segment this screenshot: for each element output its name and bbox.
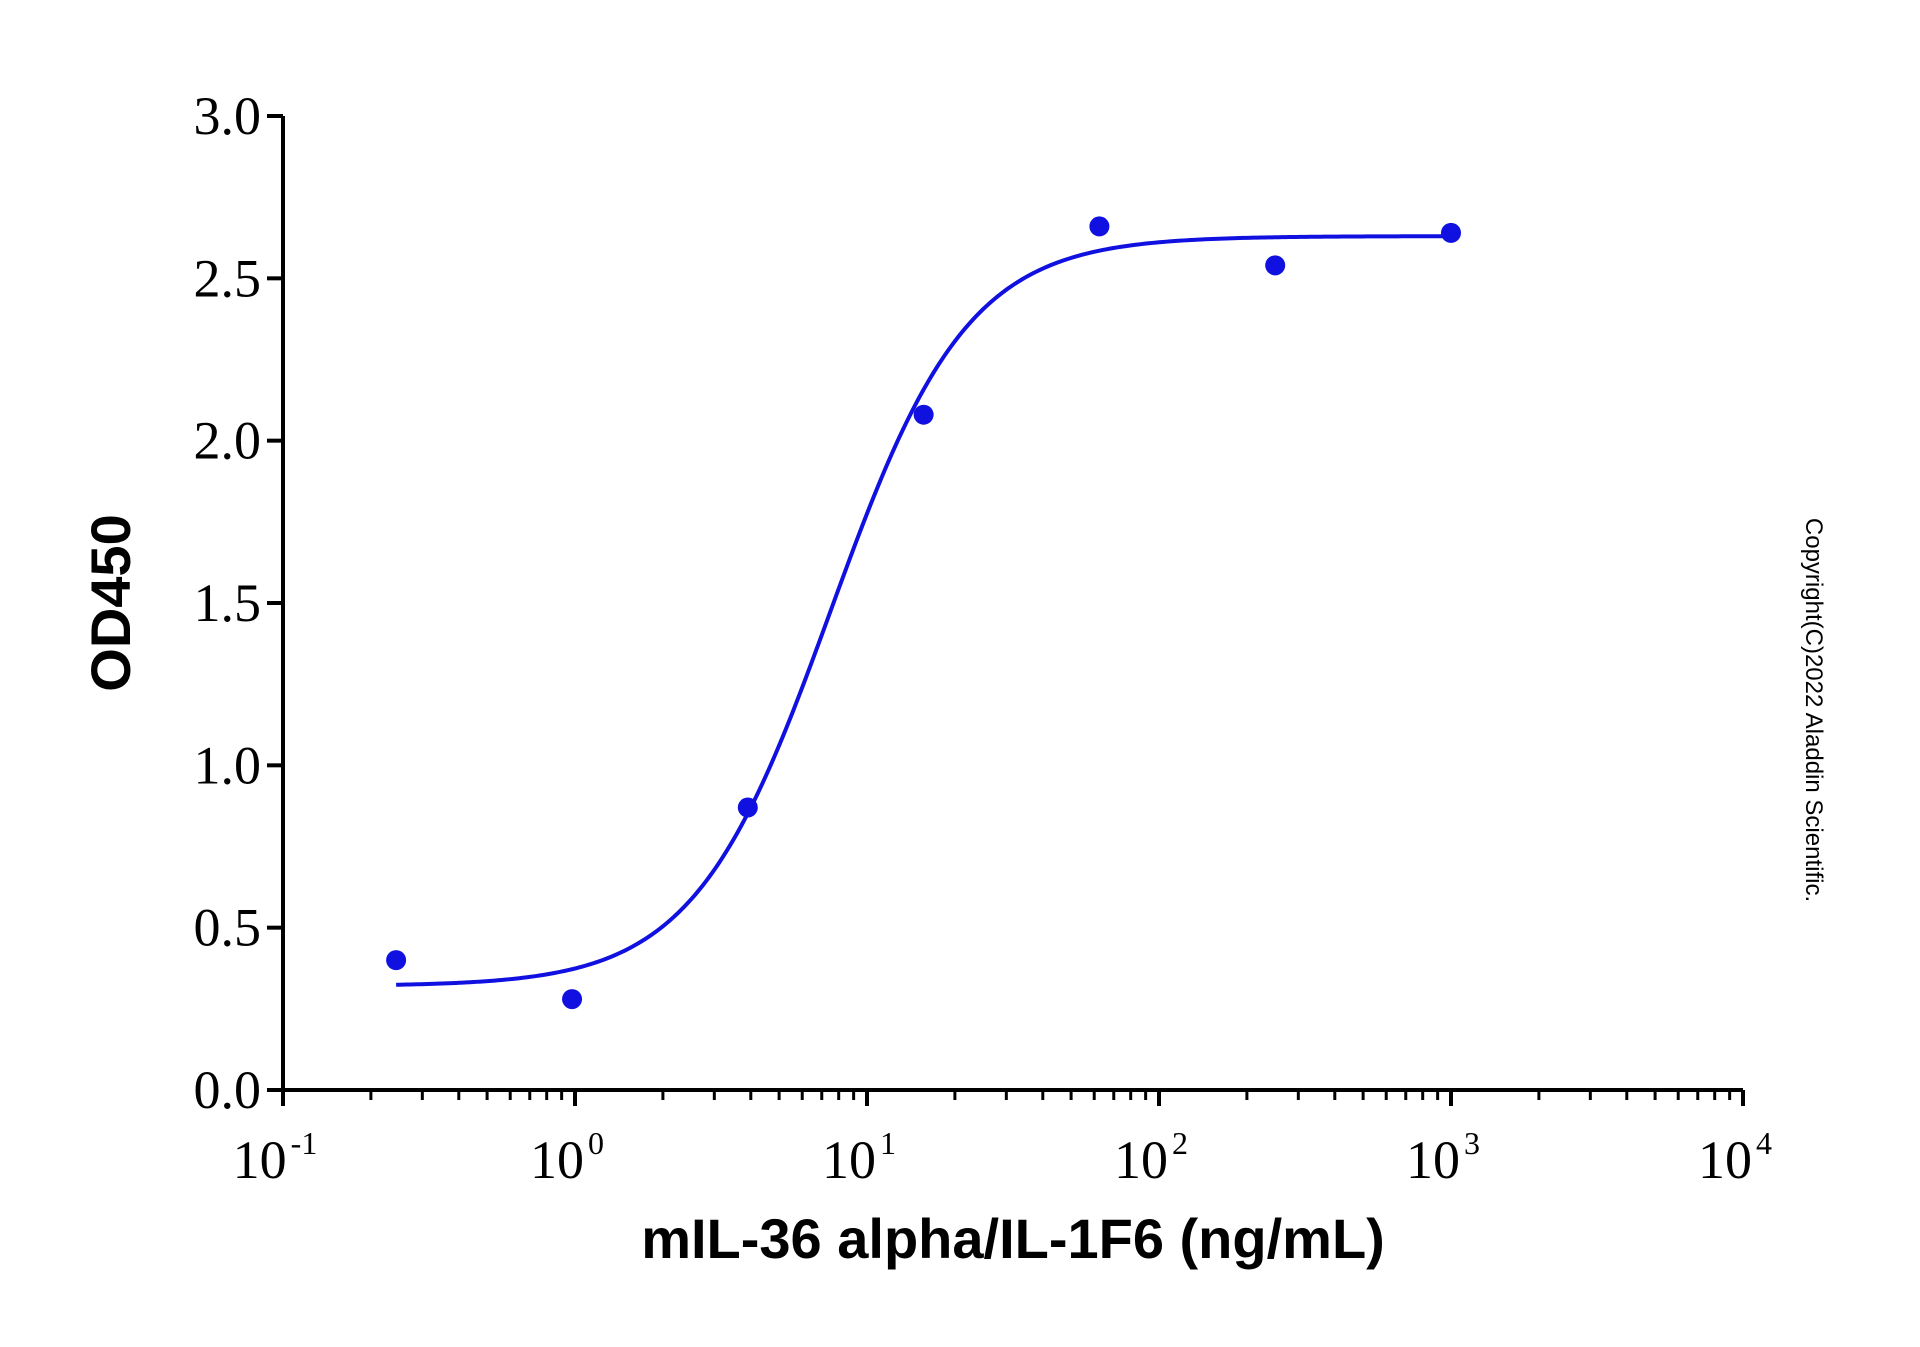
y-tick-label: 0.5 xyxy=(194,898,262,958)
y-axis-title: OD450 xyxy=(79,514,142,691)
y-tick-label: 2.5 xyxy=(194,248,262,308)
x-axis-title: mIL-36 alpha/IL-1F6 (ng/mL) xyxy=(641,1207,1385,1270)
data-point xyxy=(1441,222,1461,243)
data-point xyxy=(1089,216,1110,237)
x-tick-label: 10 -1 xyxy=(233,1125,318,1190)
y-tick-label: 1.5 xyxy=(194,573,262,633)
fit-curve xyxy=(396,234,1452,987)
y-tick-label: 0.0 xyxy=(194,1060,262,1120)
data-point xyxy=(737,797,758,818)
data-point xyxy=(562,989,583,1010)
data-point xyxy=(913,404,934,425)
copyright-notice: Copyright(C)2022 Aladdin Scientific. xyxy=(1800,518,1827,902)
y-tick-label: 2.0 xyxy=(194,411,262,471)
x-tick-label: 10 1 xyxy=(822,1125,896,1190)
x-tick-label: 10 3 xyxy=(1406,1125,1480,1190)
data-point xyxy=(386,950,407,971)
x-tick-label: 10 4 xyxy=(1698,1125,1772,1190)
data-points xyxy=(386,216,1461,1010)
x-tick-label: 10 2 xyxy=(1114,1125,1188,1190)
y-tick-label: 1.0 xyxy=(194,735,262,795)
x-tick-label: 10 0 xyxy=(530,1125,604,1190)
axes: 0.00.51.01.52.02.53.0 10 -1 10 0 10 1 10 2 10 3 10… xyxy=(194,86,1773,1190)
y-tick-label: 3.0 xyxy=(194,86,262,146)
data-point xyxy=(1265,255,1286,276)
x-ticks: 10 -1 10 0 10 1 10 2 10 3 10 4 xyxy=(233,1090,1772,1190)
y-ticks: 0.0 0.5 1.0 1.5 2.0 2.5 3.0 xyxy=(194,86,283,1120)
